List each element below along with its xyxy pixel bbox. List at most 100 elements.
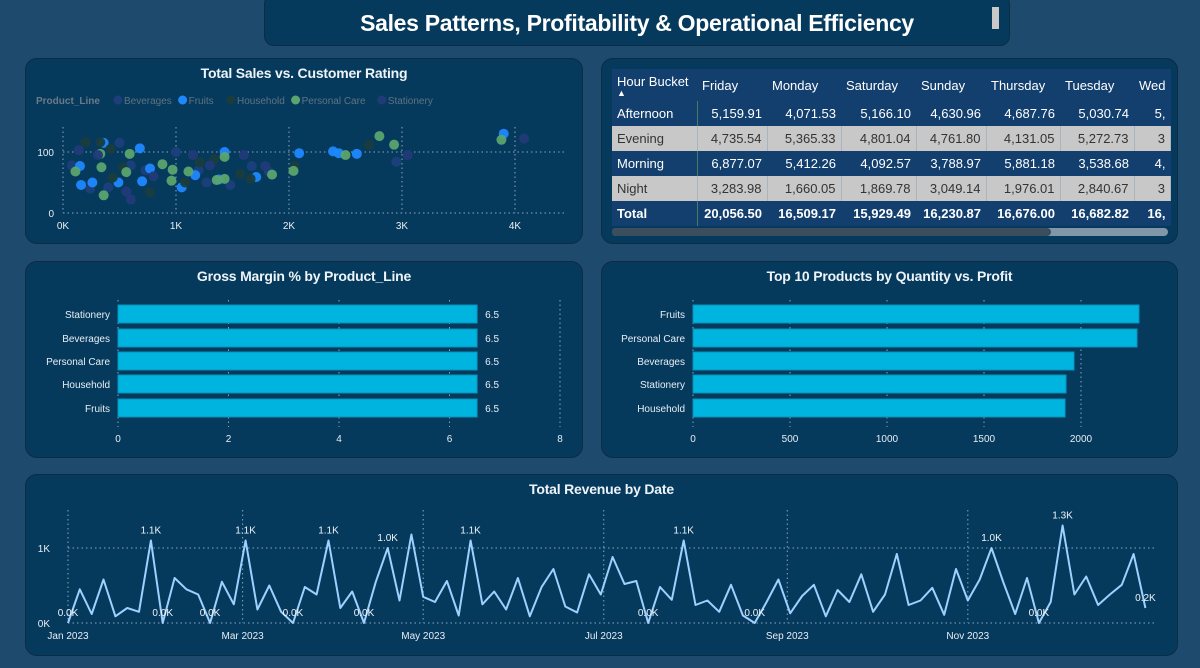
horizontal-scrollbar[interactable]: [612, 228, 1168, 236]
table-cell: 5,159.91: [697, 101, 767, 126]
scatter-point: [496, 134, 507, 145]
column-header-label: Wed: [1139, 77, 1166, 93]
chart-title: Total Sales vs. Customer Rating: [200, 65, 408, 81]
scatter-point: [260, 161, 271, 172]
data-label: 0.0K: [58, 608, 79, 619]
top-products-panel: Top 10 Products by Quantity vs. Profit 0…: [601, 261, 1178, 458]
y-tick-label: 1K: [38, 544, 51, 555]
column-header-thursday[interactable]: Thursday: [986, 69, 1060, 101]
bar: [117, 351, 478, 371]
column-header-friday[interactable]: Friday: [697, 69, 767, 101]
table-cell: 5,272.73: [1060, 126, 1135, 151]
category-label: Fruits: [660, 310, 685, 321]
scatter-point: [107, 172, 118, 183]
column-header-label: Monday: [772, 77, 819, 93]
x-tick-label: 0: [690, 434, 696, 445]
x-tick-label: Sep 2023: [766, 631, 809, 642]
page-title: Sales Patterns, Profitability & Operatio…: [360, 10, 914, 36]
table-row: Morning 6,877.07 5,412.26 4,092.57 3,788.97 5…: [612, 151, 1171, 176]
data-label: 1.1K: [141, 526, 162, 537]
scatter-point: [235, 168, 246, 179]
data-label: 1.1K: [460, 526, 481, 537]
data-label: 1.0K: [377, 533, 398, 544]
scatter-point: [93, 150, 104, 161]
scatter-point: [288, 165, 299, 176]
scatter-point: [294, 148, 305, 159]
table-cell: 3: [1134, 126, 1171, 151]
x-tick-label: 2K: [283, 221, 296, 232]
table-cell: 4,: [1134, 151, 1171, 176]
table-cell: 16,509.17: [767, 201, 841, 226]
row-header: Morning: [612, 151, 698, 176]
data-label: 1.1K: [673, 526, 694, 537]
x-tick-label: Jul 2023: [585, 631, 623, 642]
scatter-point: [204, 160, 215, 171]
title-scrollbar[interactable]: [992, 7, 999, 29]
column-header-tuesday[interactable]: Tuesday: [1060, 69, 1134, 101]
gross-margin-bar-chart: 0 2 4 6 8 Stationery 6.5 Beverages 6.5 Personal C…: [46, 300, 563, 445]
scatter-point: [219, 173, 230, 184]
column-header-wed[interactable]: Wed: [1134, 69, 1171, 101]
scatter-point: [157, 159, 168, 170]
sales-matrix-panel: Hour Bucket ▲ Friday Monday Saturday Sunday Th…: [601, 58, 1178, 244]
row-header: Evening: [612, 126, 698, 151]
scatter-point: [246, 161, 257, 172]
x-tick-label: Jan 2023: [47, 631, 89, 642]
table-header-row: Hour Bucket ▲ Friday Monday Saturday Sunday Th…: [612, 69, 1171, 101]
chart-title: Total Revenue by Date: [529, 481, 674, 497]
x-tick-label: Mar 2023: [222, 631, 265, 642]
table-cell: 15,929.49: [841, 201, 916, 226]
category-label: Fruits: [85, 404, 110, 415]
scrollbar-thumb[interactable]: [612, 228, 1052, 236]
x-tick-label: 0: [115, 434, 121, 445]
table-cell: 4,761.80: [916, 126, 987, 151]
column-header-label: Friday: [702, 77, 739, 93]
scatter-point: [194, 157, 205, 168]
table-cell: 2,840.67: [1060, 176, 1135, 201]
table-cell: 5,: [1134, 101, 1171, 126]
scatter-point: [103, 182, 114, 193]
data-label: 1.1K: [235, 526, 256, 537]
x-tick-label: Nov 2023: [946, 631, 989, 642]
table-cell: 3,283.98: [697, 176, 768, 201]
scatter-point: [351, 148, 362, 159]
column-header-sunday[interactable]: Sunday: [916, 69, 986, 101]
data-label: 6.5: [485, 404, 499, 415]
table-cell: 1,976.01: [986, 176, 1061, 201]
category-label: Personal Care: [46, 357, 110, 368]
table-cell: 3,538.68: [1060, 151, 1134, 176]
column-header-monday[interactable]: Monday: [767, 69, 841, 101]
legend-marker-icon: [226, 95, 236, 105]
table-cell: 16,: [1134, 201, 1171, 226]
scatter-point: [87, 177, 98, 188]
table-cell: 4,687.76: [986, 101, 1060, 126]
scatter-point: [121, 186, 132, 197]
scatter-point: [267, 169, 278, 180]
table-row: Night 3,283.98 1,660.05 1,869.78 3,049.14 1,9…: [612, 176, 1171, 201]
x-tick-label: May 2023: [401, 631, 445, 642]
table-cell: 5,365.33: [767, 126, 842, 151]
column-header-hour-bucket[interactable]: Hour Bucket ▲: [612, 69, 697, 101]
table-cell: 6,877.07: [697, 151, 767, 176]
scatter-point: [238, 150, 249, 161]
sales-matrix-table: Hour Bucket ▲ Friday Monday Saturday Sunday Th…: [612, 69, 1171, 226]
table-cell: 1,869.78: [841, 176, 917, 201]
x-tick-label: 2000: [1070, 434, 1093, 445]
bar: [117, 374, 478, 394]
data-label: 0.0K: [1029, 608, 1050, 619]
sort-ascending-icon[interactable]: ▲: [617, 87, 626, 98]
category-label: Stationery: [65, 310, 110, 321]
column-header-label: Sunday: [921, 77, 966, 93]
data-label: 0.0K: [152, 608, 173, 619]
legend-item: Household: [237, 96, 285, 107]
column-header-saturday[interactable]: Saturday: [841, 69, 916, 101]
category-label: Household: [637, 404, 685, 415]
scatter-point: [187, 150, 198, 161]
data-label: 0.0K: [744, 608, 765, 619]
data-label: 6.5: [485, 357, 499, 368]
scatter-point: [519, 133, 530, 144]
row-header: Afternoon: [612, 101, 698, 126]
table-cell: 1,660.05: [767, 176, 842, 201]
chart-title: Top 10 Products by Quantity vs. Profit: [766, 268, 1013, 284]
table-cell: 3,788.97: [916, 151, 986, 176]
